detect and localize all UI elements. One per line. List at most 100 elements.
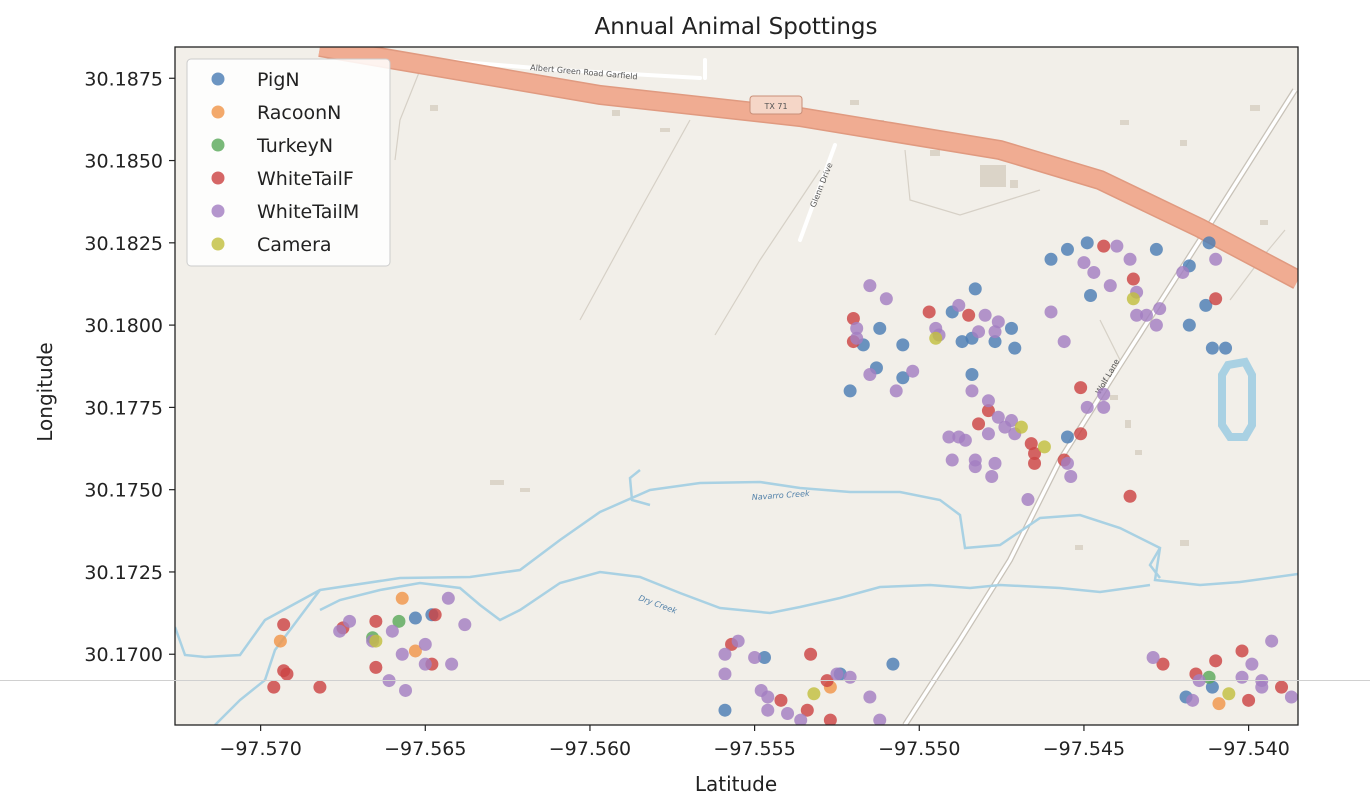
point-whitetailm-10 — [418, 657, 432, 671]
point-whitetailf-0 — [277, 618, 291, 632]
point-whitetailf-36 — [1242, 693, 1256, 707]
point-whitetailm-44 — [942, 430, 956, 444]
point-pign-13 — [1008, 341, 1022, 355]
point-whitetailm-17 — [761, 690, 775, 704]
point-whitetailm-56 — [1087, 265, 1101, 279]
point-camera-6 — [1222, 687, 1236, 701]
point-whitetailf-20 — [981, 404, 995, 418]
point-whitetailm-8 — [445, 657, 459, 671]
legend-marker-camera — [211, 237, 225, 251]
point-whitetailf-31 — [1123, 489, 1137, 503]
legend-label-camera: Camera — [257, 234, 332, 256]
legend-marker-turkeyn — [211, 138, 225, 152]
point-pign-4 — [843, 384, 857, 398]
point-pign-17 — [1084, 288, 1098, 302]
legend-label-whitetailm: WhiteTailM — [257, 201, 359, 223]
point-whitetailf-21 — [972, 417, 986, 431]
point-pign-24 — [1219, 341, 1233, 355]
point-whitetailm-23 — [863, 690, 877, 704]
point-pign-5 — [896, 371, 910, 385]
legend-marker-pign — [211, 72, 225, 86]
point-whitetailm-0 — [333, 624, 347, 638]
point-whitetailm-55 — [1057, 335, 1071, 349]
chart-title: Annual Animal Spottings — [594, 14, 877, 40]
point-whitetailm-75 — [1186, 693, 1200, 707]
point-whitetailm-67 — [1149, 318, 1163, 332]
point-whitetailf-28 — [1097, 239, 1111, 253]
point-pign-7 — [968, 282, 982, 296]
point-whitetailm-24 — [873, 713, 887, 725]
point-whitetailm-70 — [1080, 400, 1094, 414]
x-tick-label: −97.550 — [878, 738, 960, 760]
point-pign-33 — [1205, 680, 1219, 694]
legend-box — [186, 58, 391, 267]
point-pign-22 — [1182, 318, 1196, 332]
point-whitetailm-14 — [731, 634, 745, 648]
point-whitetailf-2 — [280, 667, 294, 681]
y-tick-label: 30.1775 — [84, 397, 163, 419]
point-whitetailm-54 — [1044, 305, 1058, 319]
point-whitetailm-59 — [1123, 252, 1137, 266]
point-whitetailf-3 — [267, 680, 281, 694]
point-racoonn-2 — [408, 644, 422, 658]
point-whitetailm-30 — [906, 364, 920, 378]
point-whitetailm-37 — [991, 315, 1005, 329]
point-camera-4 — [1037, 440, 1051, 454]
point-whitetailf-14 — [800, 703, 814, 717]
point-pign-28 — [757, 651, 771, 665]
point-whitetailf-24 — [1028, 456, 1042, 470]
point-whitetailf-35 — [1235, 644, 1249, 658]
point-whitetailm-80 — [1265, 634, 1279, 648]
legend-marker-whitetailf — [211, 171, 225, 185]
point-whitetailf-6 — [369, 614, 383, 628]
legend-label-whitetailf: WhiteTailF — [257, 168, 354, 190]
y-tick-label: 30.1700 — [84, 644, 163, 666]
point-whitetailm-13 — [718, 667, 732, 681]
point-pign-14 — [1044, 252, 1058, 266]
x-axis: −97.570 −97.565 −97.560 −97.555 −97.550 −97.5… — [219, 725, 1290, 760]
point-whitetailf-15 — [823, 713, 837, 725]
point-whitetailm-39 — [965, 384, 979, 398]
legend-label-pign: PigN — [257, 69, 300, 91]
point-whitetailm-27 — [850, 321, 864, 335]
point-whitetailm-69 — [1097, 400, 1111, 414]
plot-frame — [174, 46, 1299, 726]
point-camera-1 — [807, 687, 821, 701]
point-whitetailf-8 — [369, 660, 383, 674]
point-whitetailm-7 — [458, 618, 472, 632]
x-axis-label: Latitude — [695, 772, 777, 796]
point-whitetailm-19 — [761, 703, 775, 717]
y-axis: 30.1700 30.1725 30.1750 30.1775 30.1800 30.18… — [84, 68, 175, 666]
legend-label-turkeyn: TurkeyN — [256, 135, 333, 157]
page-divider — [0, 680, 1370, 681]
y-axis-label: Longitude — [33, 342, 57, 441]
point-whitetailm-22 — [843, 670, 857, 684]
point-whitetailf-16 — [846, 312, 860, 326]
point-pign-18 — [1149, 242, 1163, 256]
point-camera-3 — [1014, 420, 1028, 434]
x-tick-label: −97.565 — [384, 738, 466, 760]
point-turkeyn-0 — [392, 614, 406, 628]
point-pign-15 — [1060, 242, 1074, 256]
point-pign-2 — [896, 338, 910, 352]
point-racoonn-1 — [395, 591, 409, 605]
legend-label-racoonn: RacoonN — [257, 102, 341, 124]
legend: PigN RacoonN TurkeyN WhiteTailF WhiteTailM Ca… — [186, 58, 391, 267]
y-tick-label: 30.1850 — [84, 151, 163, 173]
creek-1-label: Navarro Creek — [752, 489, 811, 502]
point-whitetailm-6 — [441, 591, 455, 605]
point-whitetailf-7 — [428, 608, 442, 622]
point-whitetailm-1 — [343, 614, 357, 628]
point-pign-0 — [873, 321, 887, 335]
point-whitetailm-26 — [879, 292, 893, 306]
point-whitetailm-73 — [1021, 493, 1035, 507]
point-pign-23 — [1205, 341, 1219, 355]
point-whitetailm-29 — [863, 367, 877, 381]
point-whitetailm-50 — [985, 470, 999, 484]
point-whitetailm-63 — [1140, 308, 1154, 322]
point-whitetailm-12 — [718, 647, 732, 661]
point-pign-12 — [1004, 321, 1018, 335]
point-whitetailf-32 — [1156, 657, 1170, 671]
point-pign-10 — [988, 335, 1002, 349]
